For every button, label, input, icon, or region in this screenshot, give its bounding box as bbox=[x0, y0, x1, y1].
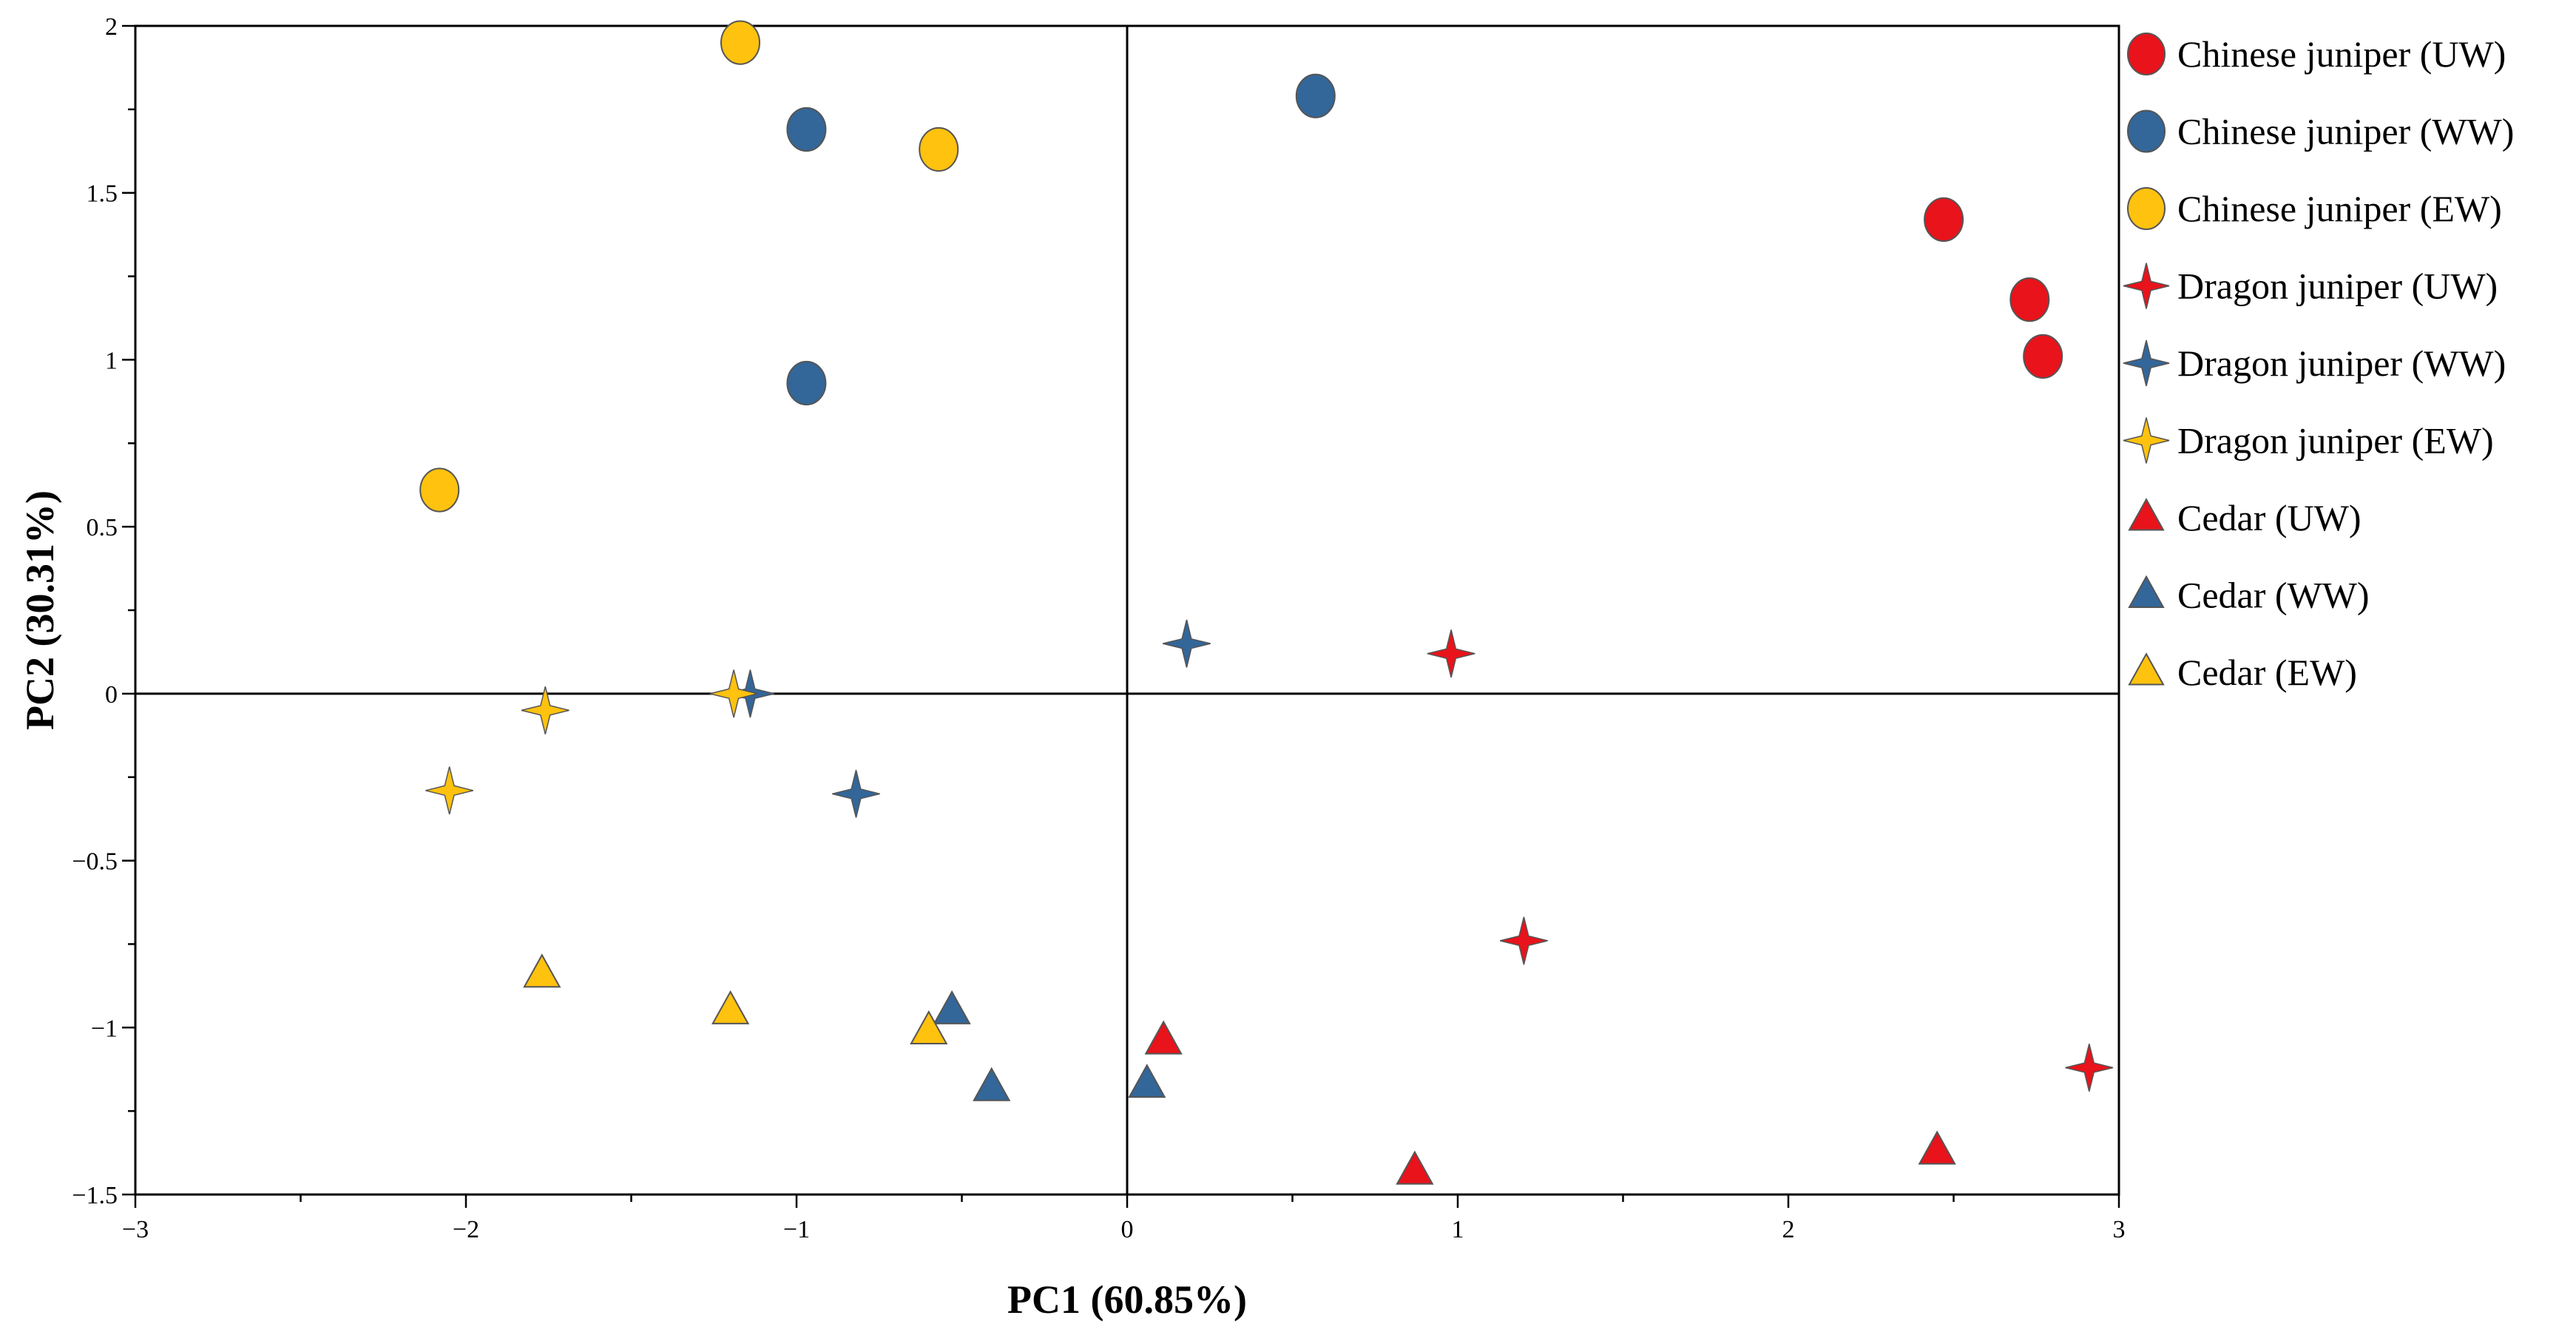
point-chinese-juniper-uw bbox=[2023, 334, 2063, 379]
point-chinese-juniper-ww bbox=[786, 107, 827, 152]
legend: Chinese juniper (UW) Chinese juniper (WW)… bbox=[2123, 33, 2514, 693]
legend-marker-cedar-uw bbox=[2128, 498, 2165, 531]
x-tick-label: −3 bbox=[122, 1216, 149, 1243]
legend-marker-cedar-ew bbox=[2128, 652, 2165, 686]
data-points bbox=[419, 20, 2114, 1185]
point-chinese-juniper-uw bbox=[1924, 197, 1964, 242]
legend-marker-chinese-juniper-ew bbox=[2127, 187, 2166, 230]
point-dragon-juniper-ew bbox=[709, 669, 758, 718]
y-tick-label: −0.5 bbox=[72, 848, 118, 876]
point-chinese-juniper-ew bbox=[419, 467, 460, 513]
point-chinese-juniper-ww bbox=[1295, 73, 1336, 118]
legend-label-chinese-juniper-ww: Chinese juniper (WW) bbox=[2177, 111, 2514, 152]
point-cedar-ww bbox=[1128, 1064, 1166, 1098]
x-axis: −3 −2 −1 0 1 2 3 bbox=[122, 1195, 2126, 1243]
point-dragon-juniper-ww bbox=[832, 769, 880, 818]
point-dragon-juniper-ew bbox=[521, 686, 569, 734]
legend-label-dragon-juniper-uw: Dragon juniper (UW) bbox=[2177, 266, 2498, 307]
y-tick-label: −1.5 bbox=[72, 1182, 118, 1209]
legend-label-cedar-ww: Cedar (WW) bbox=[2177, 575, 2370, 616]
x-tick-label: 3 bbox=[2113, 1216, 2126, 1243]
legend-label-chinese-juniper-ew: Chinese juniper (EW) bbox=[2177, 188, 2502, 229]
point-chinese-juniper-ew bbox=[919, 126, 959, 172]
point-chinese-juniper-uw bbox=[2009, 277, 2050, 322]
x-tick-label: 2 bbox=[1782, 1216, 1795, 1243]
x-axis-title: PC1 (60.85%) bbox=[1007, 1277, 1247, 1322]
legend-marker-chinese-juniper-uw bbox=[2127, 33, 2166, 75]
legend-label-cedar-ew: Cedar (EW) bbox=[2177, 652, 2357, 693]
y-tick-label: −1 bbox=[91, 1015, 118, 1042]
point-dragon-juniper-ew bbox=[425, 766, 474, 815]
point-cedar-uw bbox=[1918, 1130, 1956, 1165]
point-cedar-ew bbox=[910, 1010, 948, 1045]
legend-label-dragon-juniper-ew: Dragon juniper (EW) bbox=[2177, 420, 2494, 462]
point-dragon-juniper-uw bbox=[2065, 1044, 2114, 1092]
y-axis-title: PC2 (30.31%) bbox=[18, 490, 62, 730]
legend-label-dragon-juniper-ww: Dragon juniper (WW) bbox=[2177, 342, 2506, 384]
x-tick-label: 0 bbox=[1121, 1216, 1134, 1243]
point-cedar-ew bbox=[711, 990, 750, 1024]
legend-marker-cedar-ww bbox=[2128, 575, 2165, 609]
point-cedar-ew bbox=[523, 953, 561, 988]
point-cedar-ww bbox=[973, 1067, 1011, 1101]
point-dragon-juniper-uw bbox=[1500, 916, 1548, 965]
legend-marker-chinese-juniper-ww bbox=[2127, 109, 2166, 153]
y-tick-label: 2 bbox=[105, 13, 118, 41]
x-tick-label: −2 bbox=[453, 1216, 479, 1243]
y-tick-label: 0.5 bbox=[87, 514, 118, 541]
point-cedar-ww bbox=[933, 990, 971, 1024]
zero-lines bbox=[135, 26, 2119, 1195]
x-tick-label: 1 bbox=[1452, 1216, 1464, 1243]
point-cedar-uw bbox=[1396, 1150, 1434, 1185]
x-tick-label: −1 bbox=[783, 1216, 810, 1243]
point-dragon-juniper-ww bbox=[1163, 619, 1211, 668]
legend-marker-dragon-juniper-ww bbox=[2123, 339, 2170, 387]
y-tick-label: 1.5 bbox=[87, 180, 118, 208]
legend-label-chinese-juniper-uw: Chinese juniper (UW) bbox=[2177, 33, 2506, 75]
point-cedar-uw bbox=[1144, 1020, 1183, 1055]
legend-marker-dragon-juniper-uw bbox=[2123, 263, 2170, 309]
y-axis: −1.5 −1 −0.5 0 0.5 1 1.5 2 bbox=[72, 13, 135, 1209]
y-tick-label: 1 bbox=[105, 347, 118, 374]
legend-marker-dragon-juniper-ew bbox=[2123, 417, 2170, 464]
y-tick-label: 0 bbox=[105, 681, 118, 709]
point-chinese-juniper-ew bbox=[720, 20, 761, 65]
legend-label-cedar-uw: Cedar (UW) bbox=[2177, 497, 2362, 538]
point-dragon-juniper-uw bbox=[1427, 629, 1475, 678]
point-chinese-juniper-ww bbox=[786, 360, 827, 406]
